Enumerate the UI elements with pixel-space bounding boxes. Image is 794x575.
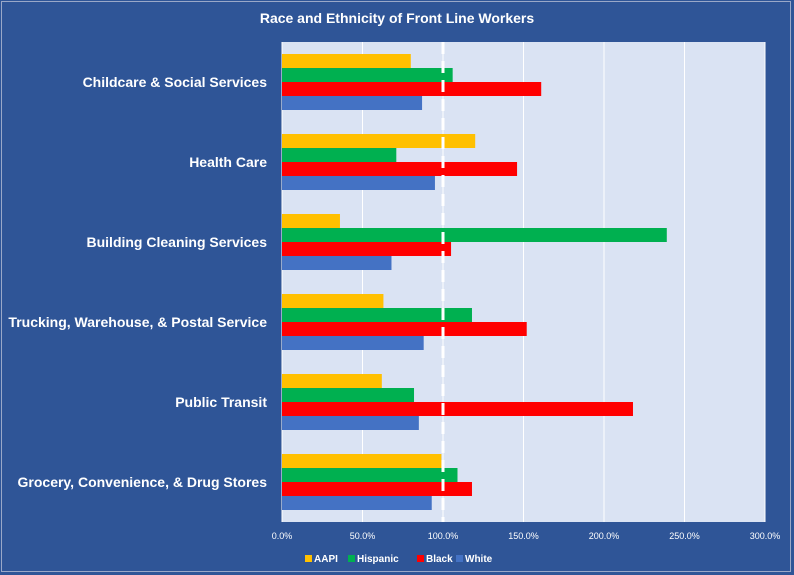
bar-black: [282, 482, 472, 496]
bar-aapi: [282, 294, 384, 308]
bar-white: [282, 336, 424, 350]
bar-hispanic: [282, 468, 458, 482]
legend-swatch-black: [417, 555, 424, 562]
x-tick-label: 150.0%: [508, 531, 539, 541]
x-tick-label: 50.0%: [350, 531, 376, 541]
bar-black: [282, 402, 633, 416]
bar-white: [282, 96, 423, 110]
bar-black: [282, 82, 542, 96]
x-tick-label: 100.0%: [428, 531, 459, 541]
category-label: Childcare & Social Services: [83, 74, 268, 90]
legend-label: Black: [426, 554, 453, 565]
bar-hispanic: [282, 68, 453, 82]
chart-title: Race and Ethnicity of Front Line Workers: [259, 10, 535, 26]
bar-hispanic: [282, 228, 667, 242]
category-label: Trucking, Warehouse, & Postal Service: [8, 314, 267, 330]
bar-hispanic: [282, 148, 397, 162]
bar-white: [282, 176, 435, 190]
bar-hispanic: [282, 308, 472, 322]
category-label: Public Transit: [175, 394, 267, 410]
legend-swatch-white: [456, 555, 463, 562]
bar-aapi: [282, 54, 411, 68]
bar-white: [282, 256, 392, 270]
legend-swatch-hispanic: [348, 555, 355, 562]
bar-hispanic: [282, 388, 415, 402]
bar-black: [282, 162, 518, 176]
legend-label: Hispanic: [357, 554, 399, 565]
bar-aapi: [282, 134, 476, 148]
category-label: Health Care: [189, 154, 267, 170]
x-tick-label: 250.0%: [669, 531, 700, 541]
category-label: Building Cleaning Services: [87, 234, 268, 250]
category-label: Grocery, Convenience, & Drug Stores: [18, 474, 268, 490]
x-tick-label: 300.0%: [750, 531, 781, 541]
bar-black: [282, 242, 452, 256]
legend-label: AAPI: [314, 554, 338, 565]
x-tick-label: 0.0%: [272, 531, 293, 541]
bar-black: [282, 322, 527, 336]
legend-label: White: [465, 554, 493, 565]
bar-white: [282, 496, 432, 510]
bar-aapi: [282, 454, 442, 468]
legend-swatch-aapi: [305, 555, 312, 562]
bar-white: [282, 416, 419, 430]
x-tick-label: 200.0%: [589, 531, 620, 541]
bar-aapi: [282, 374, 382, 388]
bar-aapi: [282, 214, 340, 228]
